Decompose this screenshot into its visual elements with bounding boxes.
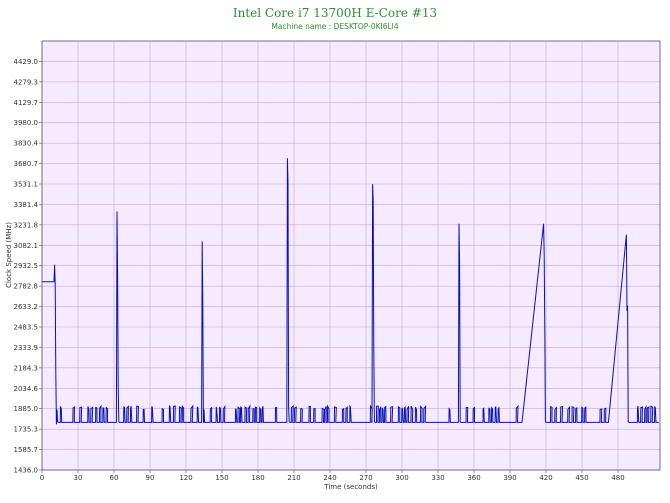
x-tick-label: 240 (323, 474, 336, 482)
y-tick-label: 3381.4 (14, 201, 39, 209)
y-tick-label: 3830.4 (14, 140, 39, 148)
x-tick-label: 390 (503, 474, 516, 482)
x-tick-label: 150 (215, 474, 228, 482)
y-tick-label: 2034.6 (14, 385, 39, 393)
x-tick-label: 30 (74, 474, 83, 482)
y-tick-label: 2184.3 (14, 364, 39, 372)
y-tick-label: 4279.3 (14, 78, 39, 86)
y-axis-ticks: 1436.0 1585.7 1735.3 1885.0 2034.6 2184.3 2333… (14, 58, 42, 475)
y-tick-label: 1436.0 (14, 467, 39, 475)
x-tick-label: 60 (110, 474, 119, 482)
x-tick-label: 300 (395, 474, 408, 482)
y-tick-label: 1885.0 (14, 405, 39, 413)
gridlines (41, 41, 660, 471)
y-tick-label: 3082.1 (14, 242, 39, 250)
x-tick-label: 180 (251, 474, 264, 482)
x-tick-label: 360 (467, 474, 480, 482)
y-tick-label: 1735.3 (14, 426, 39, 434)
series-line (42, 158, 659, 425)
x-tick-label: 90 (146, 474, 155, 482)
x-tick-label: 450 (575, 474, 588, 482)
y-tick-label: 3980.0 (14, 119, 39, 127)
series-group (42, 158, 659, 425)
y-tick-label: 4129.7 (14, 99, 39, 107)
y-tick-label: 4429.0 (14, 58, 39, 66)
x-axis-ticks: 0 30 60 90 120 150 180 210 240 270 300 330 360 390 420… (40, 470, 625, 482)
chart-title: Intel Core i7 13700H E-Core #13 (233, 6, 437, 20)
y-tick-label: 3531.1 (14, 181, 39, 189)
x-axis-label: Time (seconds) (323, 483, 378, 491)
y-tick-label: 2782.8 (14, 283, 39, 291)
y-tick-label: 1585.7 (14, 446, 39, 454)
plot-area (42, 41, 660, 470)
chart-subtitle: Machine name : DESKTOP-0KI6LI4 (271, 22, 399, 31)
y-tick-label: 3231.8 (14, 221, 39, 229)
x-tick-label: 270 (359, 474, 372, 482)
y-tick-label: 2932.5 (14, 262, 39, 270)
x-tick-label: 420 (539, 474, 552, 482)
x-tick-label: 0 (40, 474, 44, 482)
plot-frame (41, 40, 661, 471)
x-tick-label: 480 (611, 474, 624, 482)
x-tick-label: 330 (431, 474, 444, 482)
y-tick-label: 3680.7 (14, 160, 39, 168)
y-tick-label: 2633.2 (14, 303, 39, 311)
x-tick-label: 210 (287, 474, 300, 482)
y-tick-label: 2483.5 (14, 324, 39, 332)
x-tick-label: 120 (179, 474, 192, 482)
y-tick-label: 2333.9 (14, 344, 39, 352)
y-axis-label: Clock Speed (MHz) (5, 222, 13, 288)
